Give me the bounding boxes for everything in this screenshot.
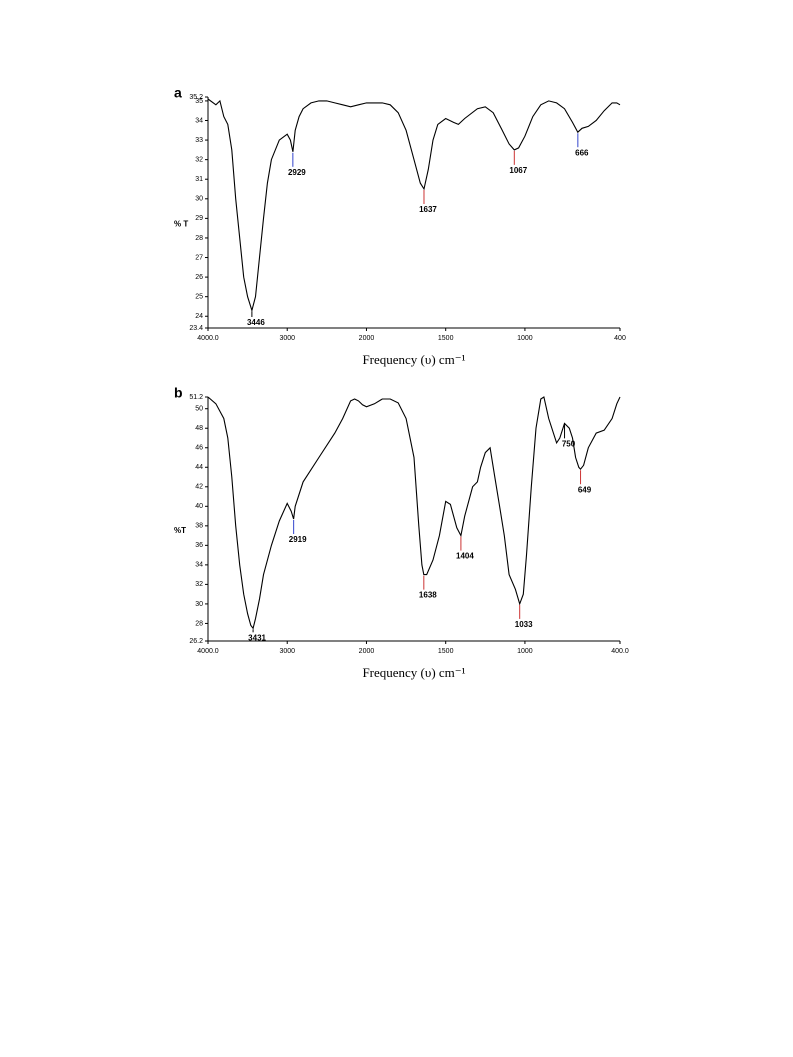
y-tick-label: 29 [195, 215, 203, 222]
spectrum-line [207, 98, 621, 313]
peak-label: 3431 [248, 633, 266, 642]
y-tick-label: 31 [195, 176, 203, 183]
y-tick-label: 32 [195, 156, 203, 163]
peak-label: 2919 [289, 535, 307, 544]
x-tick-label: 3000 [279, 335, 295, 342]
y-axis-label: %T [174, 526, 186, 535]
x-axis-label: Frequency (υ) cm⁻¹ [362, 352, 465, 367]
y-tick-label: 44 [195, 464, 203, 471]
x-tick-label: 400 [614, 335, 626, 342]
y-tick-label: 34 [195, 117, 203, 124]
y-tick-label: 25 [195, 294, 203, 301]
panel-label: b [174, 385, 183, 401]
x-tick-label: 3000 [279, 648, 295, 655]
y-tick-label: 50 [195, 406, 203, 413]
x-tick-label: 4000.0 [197, 648, 219, 655]
y-tick-label: 34 [195, 562, 203, 569]
y-tick-label: 35.2 [189, 94, 203, 101]
y-tick-label: 32 [195, 581, 203, 588]
peak-label: 2929 [288, 168, 306, 177]
peak-label: 750 [562, 439, 576, 448]
y-tick-label: 27 [195, 254, 203, 261]
x-tick-label: 4000.0 [197, 335, 219, 342]
peak-label: 649 [578, 485, 592, 494]
spectrum-line [207, 396, 621, 630]
y-tick-label: 26.2 [189, 638, 203, 645]
y-tick-label: 23.4 [189, 325, 203, 332]
x-tick-label: 1000 [517, 335, 533, 342]
peak-label: 666 [575, 148, 589, 157]
y-tick-label: 30 [195, 196, 203, 203]
peak-label: 1404 [456, 552, 474, 561]
y-tick-label: 35 [195, 98, 203, 105]
y-tick-label: 51.2 [189, 394, 203, 401]
y-tick-label: 40 [195, 503, 203, 510]
y-tick-label: 33 [195, 137, 203, 144]
peak-label: 1638 [419, 591, 437, 600]
x-tick-label: 1500 [438, 648, 454, 655]
panel-label: a [174, 85, 182, 101]
x-tick-label: 2000 [359, 648, 375, 655]
y-tick-label: 28 [195, 235, 203, 242]
x-tick-label: 2000 [359, 335, 375, 342]
y-tick-label: 42 [195, 484, 203, 491]
y-tick-label: 48 [195, 425, 203, 432]
peak-label: 3446 [247, 318, 265, 327]
x-tick-label: 1500 [438, 335, 454, 342]
y-axis-label: % T [174, 220, 188, 229]
peak-label: 1033 [515, 620, 533, 629]
x-tick-label: 1000 [517, 648, 533, 655]
y-tick-label: 36 [195, 542, 203, 549]
x-tick-label: 400.0 [611, 648, 629, 655]
x-axis-label: Frequency (υ) cm⁻¹ [362, 665, 465, 680]
peak-label: 1637 [419, 205, 437, 214]
y-tick-label: 38 [195, 523, 203, 530]
y-tick-label: 26 [195, 274, 203, 281]
y-tick-label: 46 [195, 445, 203, 452]
peak-label: 1067 [509, 166, 527, 175]
y-tick-label: 24 [195, 313, 203, 320]
y-tick-label: 28 [195, 620, 203, 627]
y-tick-label: 30 [195, 601, 203, 608]
